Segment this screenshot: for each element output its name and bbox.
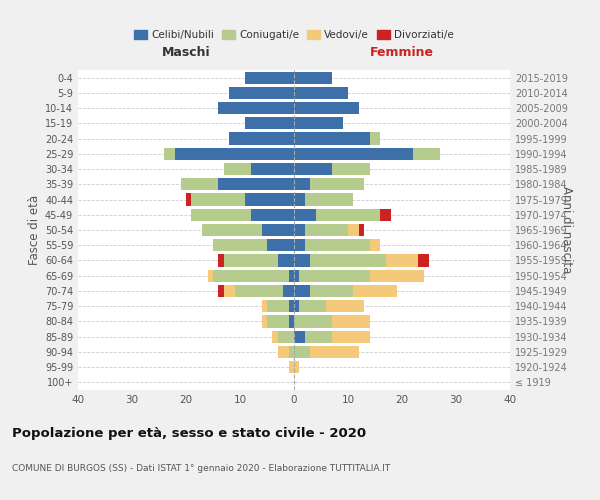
Text: Femmine: Femmine (370, 46, 434, 60)
Bar (332, 163, 370, 175)
Bar (245, 194, 294, 205)
Text: Maschi: Maschi (161, 46, 211, 60)
Bar (294, 300, 299, 312)
Bar (294, 270, 299, 282)
Bar (262, 300, 267, 312)
Bar (370, 239, 380, 252)
Bar (213, 270, 289, 282)
Bar (267, 239, 294, 252)
Bar (289, 361, 294, 373)
Bar (299, 270, 370, 282)
Bar (229, 132, 294, 144)
Bar (245, 72, 294, 84)
Bar (224, 285, 235, 297)
Bar (289, 270, 294, 282)
Bar (359, 224, 364, 236)
Bar (310, 346, 359, 358)
Bar (175, 148, 294, 160)
Bar (191, 208, 251, 221)
Bar (332, 316, 370, 328)
Text: Popolazione per età, sesso e stato civile - 2020: Popolazione per età, sesso e stato civil… (12, 428, 366, 440)
Bar (186, 194, 191, 205)
Bar (294, 346, 310, 358)
Bar (418, 254, 429, 266)
Bar (380, 208, 391, 221)
Bar (294, 254, 310, 266)
Bar (251, 163, 294, 175)
Bar (310, 254, 386, 266)
Bar (202, 224, 262, 236)
Bar (278, 254, 294, 266)
Bar (267, 316, 289, 328)
Bar (370, 270, 424, 282)
Bar (294, 194, 305, 205)
Bar (332, 330, 370, 343)
Bar (229, 87, 294, 99)
Bar (191, 194, 245, 205)
Bar (278, 330, 294, 343)
Bar (218, 254, 224, 266)
Bar (289, 346, 294, 358)
Bar (262, 224, 294, 236)
Bar (413, 148, 440, 160)
Bar (305, 224, 348, 236)
Bar (294, 316, 332, 328)
Bar (370, 132, 380, 144)
Bar (326, 300, 364, 312)
Bar (164, 148, 175, 160)
Bar (289, 316, 294, 328)
Bar (294, 361, 299, 373)
Bar (353, 285, 397, 297)
Bar (218, 178, 294, 190)
Bar (294, 178, 310, 190)
Bar (272, 330, 278, 343)
Y-axis label: Anni di nascita: Anni di nascita (560, 186, 573, 274)
Bar (251, 208, 294, 221)
Bar (294, 102, 359, 114)
Bar (294, 87, 348, 99)
Bar (386, 254, 418, 266)
Bar (348, 224, 359, 236)
Bar (208, 270, 213, 282)
Bar (305, 194, 353, 205)
Y-axis label: Fasce di età: Fasce di età (28, 195, 41, 265)
Bar (235, 285, 283, 297)
Bar (294, 208, 316, 221)
Bar (299, 300, 326, 312)
Bar (289, 300, 294, 312)
Bar (294, 163, 332, 175)
Bar (310, 285, 353, 297)
Bar (294, 330, 305, 343)
Bar (181, 178, 218, 190)
Bar (294, 285, 310, 297)
Bar (267, 300, 289, 312)
Legend: Celibi/Nubili, Coniugati/e, Vedovi/e, Divorziati/e: Celibi/Nubili, Coniugati/e, Vedovi/e, Di… (130, 26, 458, 44)
Bar (224, 163, 251, 175)
Bar (294, 224, 305, 236)
Bar (283, 285, 294, 297)
Bar (294, 72, 332, 84)
Bar (218, 102, 294, 114)
Bar (218, 285, 224, 297)
Text: COMUNE DI BURGOS (SS) - Dati ISTAT 1° gennaio 2020 - Elaborazione TUTTITALIA.IT: COMUNE DI BURGOS (SS) - Dati ISTAT 1° ge… (12, 464, 390, 473)
Bar (310, 178, 364, 190)
Bar (224, 254, 278, 266)
Bar (294, 132, 370, 144)
Bar (245, 117, 294, 130)
Bar (305, 239, 370, 252)
Bar (278, 346, 289, 358)
Bar (294, 117, 343, 130)
Bar (316, 208, 380, 221)
Bar (213, 239, 267, 252)
Bar (294, 148, 413, 160)
Bar (262, 316, 267, 328)
Bar (294, 239, 305, 252)
Bar (305, 330, 332, 343)
